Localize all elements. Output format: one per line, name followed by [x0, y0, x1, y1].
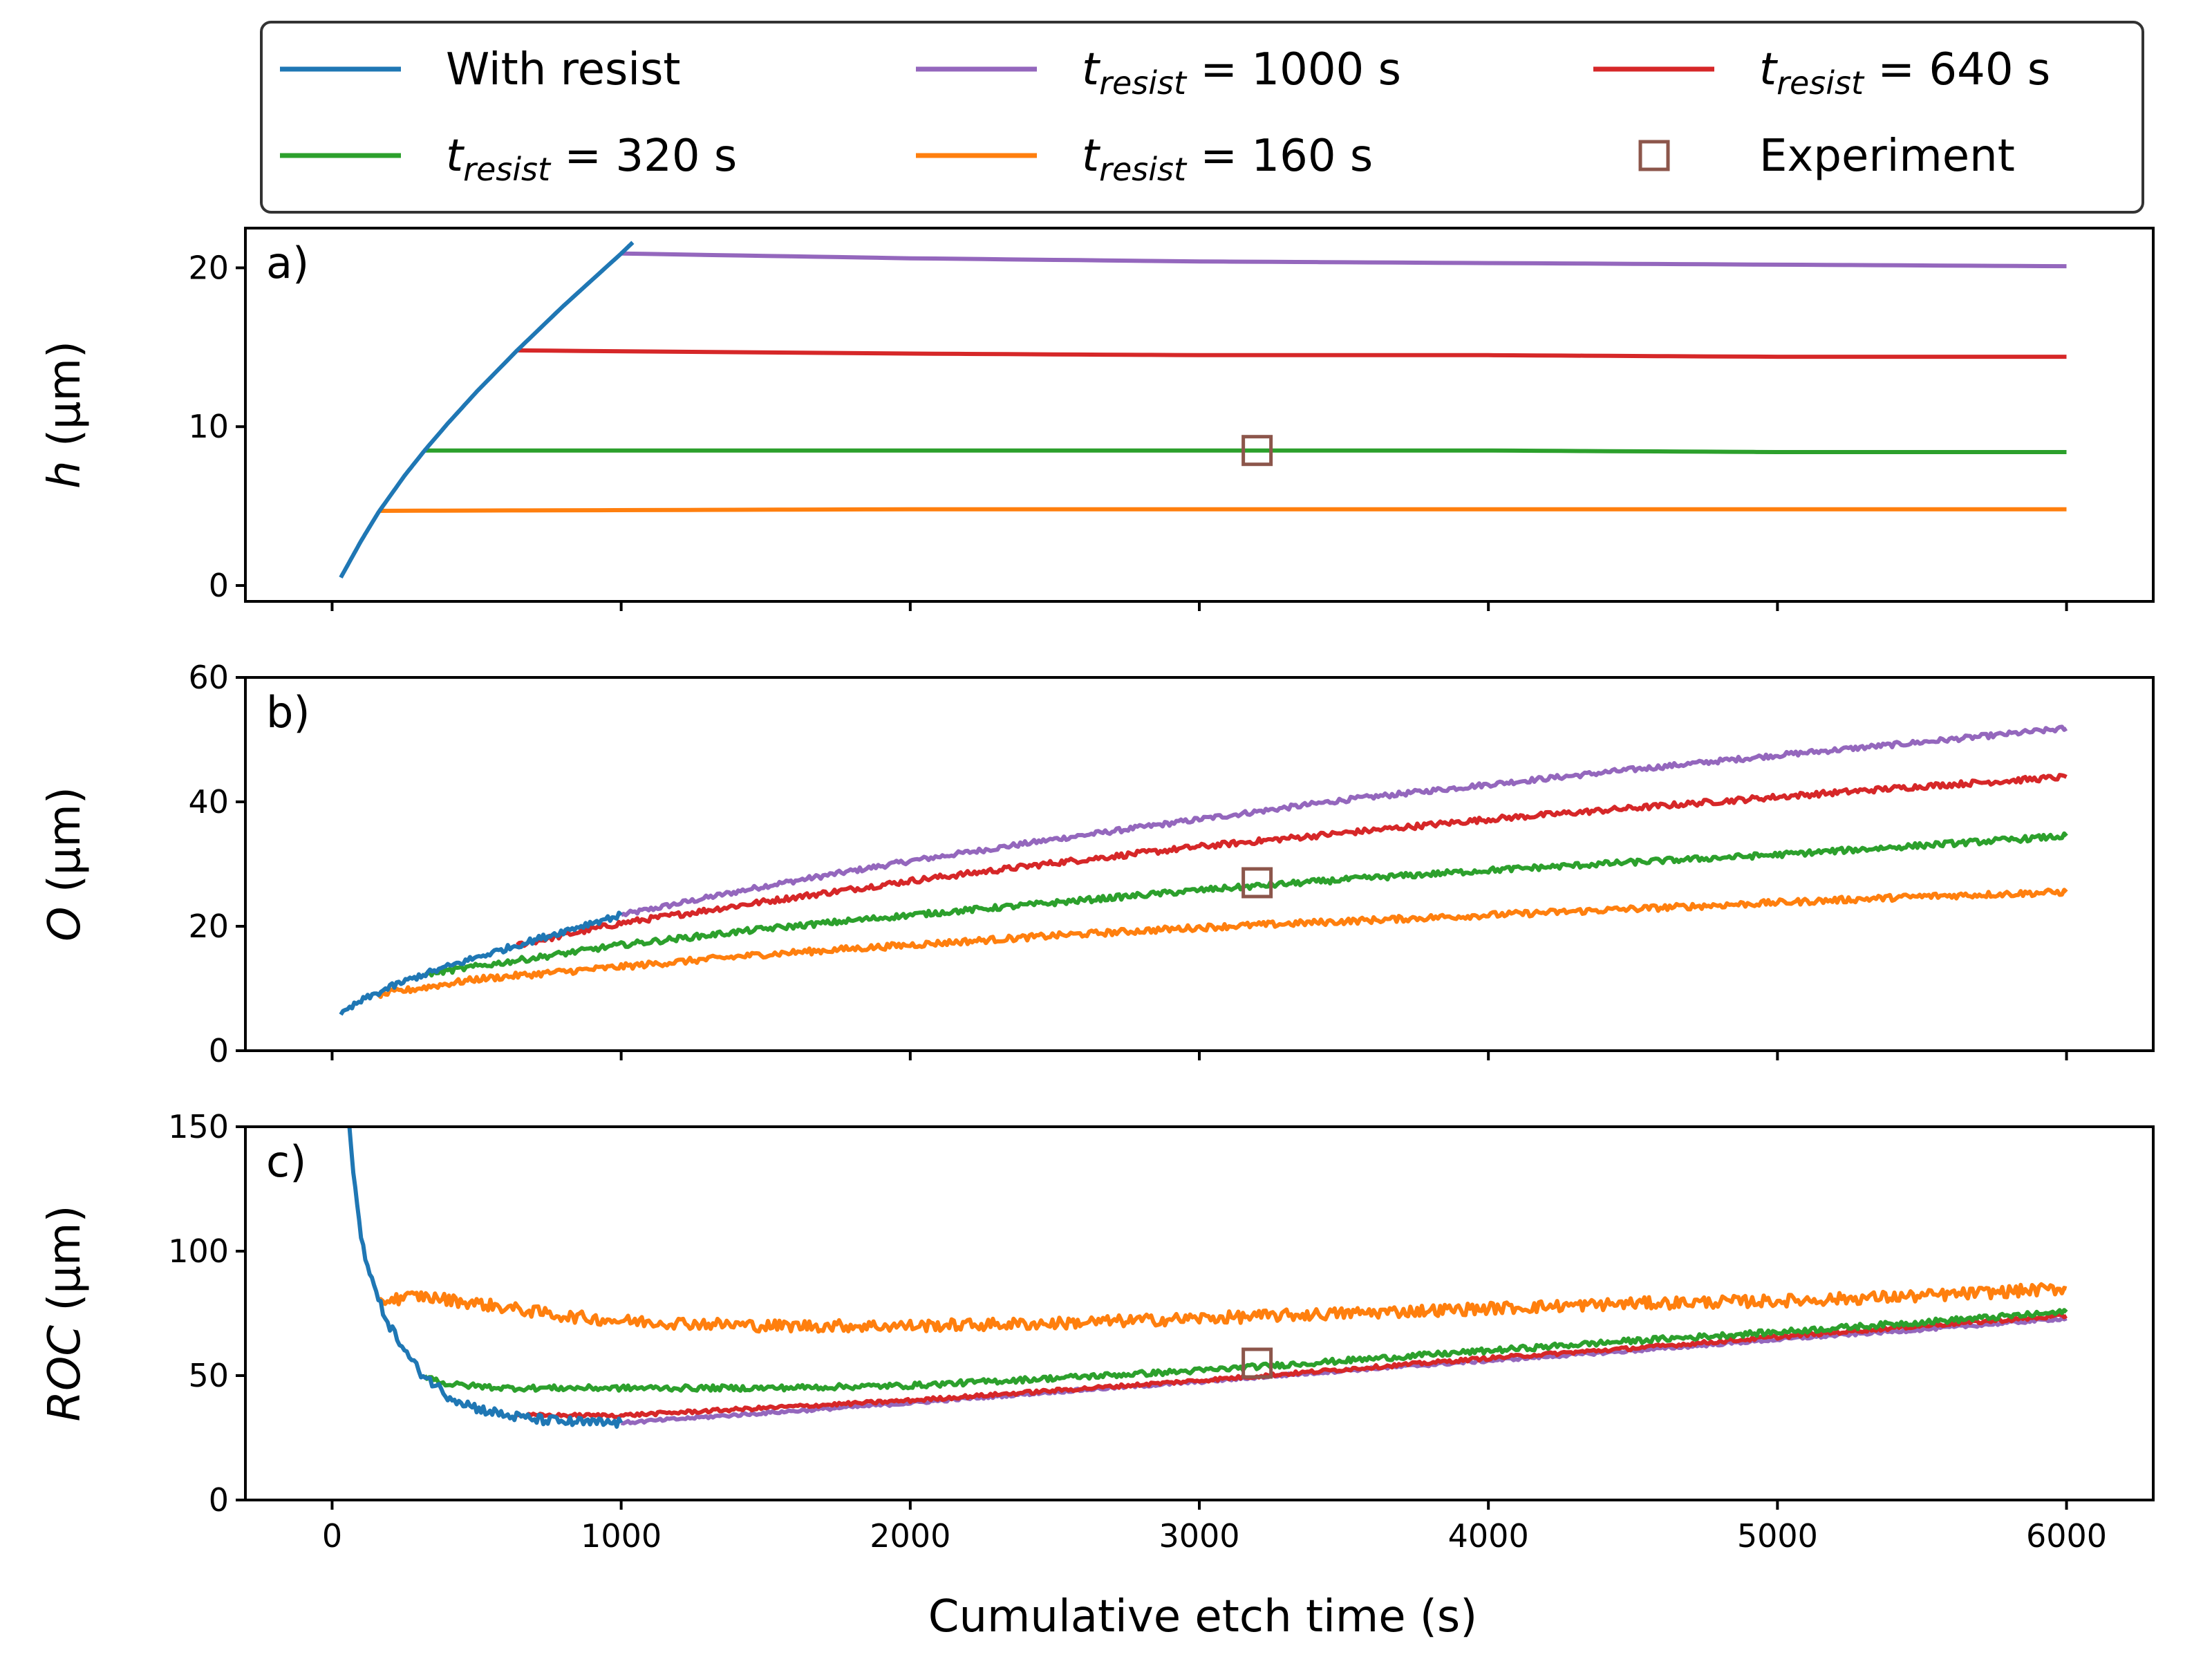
legend-label: With resist	[446, 44, 681, 95]
x-tick-label: 1000	[581, 1517, 662, 1555]
series-line-t1000	[621, 251, 2067, 269]
series-line-t640	[516, 1313, 2068, 1419]
legend: With resist tresist = 1000 s tresist = 640…	[260, 21, 2144, 214]
y-tick-label: 20	[188, 908, 229, 945]
panel-c: 0 50 100 150 0 1000 2000 3000 4000 5000 6000 c) ROC …	[39, 1108, 2155, 1555]
series-line-t320	[424, 448, 2067, 454]
series-line-t320	[424, 831, 2068, 978]
experiment-marker	[1241, 867, 1273, 899]
legend-label: tresist = 160 s	[1082, 131, 1373, 188]
legend-label: tresist = 640 s	[1759, 44, 2050, 102]
y-tick-label: 20	[188, 249, 229, 286]
legend-label: tresist = 320 s	[446, 131, 737, 188]
legend-item-experiment: Experiment	[1638, 131, 2015, 182]
series-line-t640	[517, 348, 2067, 359]
legend-item-t640: tresist = 640 s	[1593, 44, 2050, 102]
panel-label: a)	[266, 238, 309, 288]
axes-frame	[244, 676, 2155, 1052]
y-tick-label: 40	[188, 783, 229, 821]
series-line-t320	[422, 1308, 2068, 1393]
series-line-t160	[377, 888, 2068, 1000]
y-axis-title: O (µm)	[39, 787, 91, 941]
y-axis-title: ROC (µm)	[39, 1206, 91, 1422]
legend-item-with_resist: With resist	[280, 44, 681, 95]
series-line-t160	[377, 1282, 2068, 1334]
legend-label: Experiment	[1759, 131, 2015, 182]
experiment-marker	[1241, 435, 1273, 467]
axes-frame	[244, 227, 2155, 603]
legend-item-t160: tresist = 160 s	[916, 131, 1373, 188]
y-tick-label: 100	[168, 1232, 229, 1270]
series-line-with_resist	[339, 910, 623, 1016]
y-tick-label: 50	[188, 1357, 229, 1394]
panel-label: b)	[266, 687, 310, 738]
panels: 0 10 20 a) h (µm) 0 20 40 60 b) O (µm) 0 50 100 150 0 10…	[39, 227, 2155, 1555]
panel-b: 0 20 40 60 b) O (µm)	[39, 659, 2155, 1069]
series-group	[339, 724, 2068, 1016]
x-tick-label: 5000	[1737, 1517, 1818, 1555]
y-tick-label: 60	[188, 659, 229, 696]
legend-item-t320: tresist = 320 s	[280, 131, 737, 188]
series-line-t160	[378, 507, 2067, 513]
x-tick-label: 0	[322, 1517, 342, 1555]
y-tick-label: 0	[209, 1481, 229, 1519]
x-tick-label: 4000	[1448, 1517, 1529, 1555]
series-line-t1000	[620, 724, 2068, 917]
y-tick-label: 0	[209, 1032, 229, 1069]
y-axis-title: h (µm)	[39, 341, 91, 489]
y-tick-label: 150	[168, 1108, 229, 1145]
series-line-with_resist	[347, 1127, 624, 1429]
legend-label: tresist = 1000 s	[1082, 44, 1401, 102]
series-line-with_resist	[339, 241, 635, 579]
x-tick-label: 3000	[1159, 1517, 1239, 1555]
x-tick-label: 6000	[2026, 1517, 2107, 1555]
x-axis-title: Cumulative etch time (s)	[928, 1591, 1477, 1642]
legend-swatch	[1638, 140, 1670, 171]
y-tick-label: 10	[188, 408, 229, 445]
y-tick-label: 0	[209, 567, 229, 604]
series-line-t640	[516, 773, 2068, 948]
x-tick-label: 2000	[870, 1517, 950, 1555]
panel-a: 0 10 20 a) h (µm)	[39, 227, 2155, 611]
experiment-marker	[1241, 1347, 1273, 1379]
panel-label: c)	[266, 1136, 306, 1187]
series-group	[339, 241, 2067, 579]
series-group	[347, 1127, 2068, 1429]
legend-item-t1000: tresist = 1000 s	[916, 44, 1401, 102]
